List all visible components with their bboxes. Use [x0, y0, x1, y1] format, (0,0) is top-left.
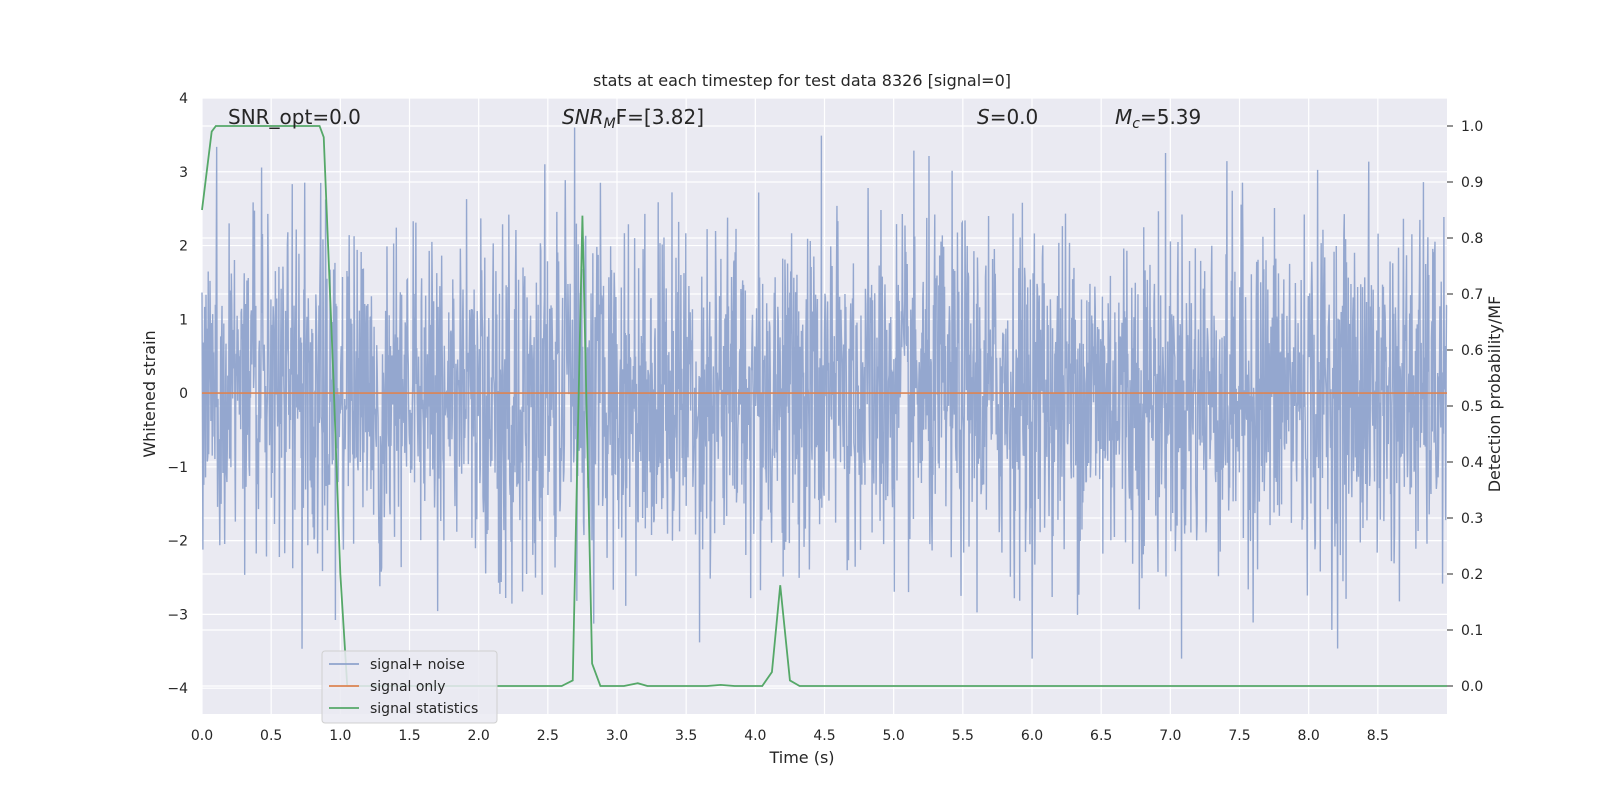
- x-tick-label: 2.5: [537, 728, 559, 744]
- x-tick-label: 7.5: [1228, 728, 1250, 744]
- s-annotation: S=0.0: [977, 105, 1038, 129]
- y-tick-label: 2: [179, 239, 188, 255]
- mc-annotation: Mc=5.39: [1115, 105, 1201, 132]
- series-signal-statistics-line: [201, 125, 1447, 687]
- legend-label-signal-only: signal only: [370, 679, 445, 695]
- mc-base: M: [1115, 105, 1132, 129]
- legend-label-signal-statistics: signal statistics: [370, 701, 478, 717]
- s-rest: =0.0: [990, 105, 1039, 129]
- x-tick-label: 0.0: [191, 728, 213, 744]
- y-right-tick-label: 0.2: [1461, 567, 1483, 583]
- x-tick-label: 3.5: [675, 728, 697, 744]
- legend-label-signal-noise: signal+ noise: [370, 657, 465, 673]
- y-right-tick-label: 0.0: [1461, 679, 1483, 695]
- x-tick-label: 4.0: [744, 728, 766, 744]
- chart-title: stats at each timestep for test data 832…: [593, 71, 1011, 90]
- x-tick-label: 1.5: [398, 728, 420, 744]
- y-right-tick-label: 0.1: [1461, 623, 1483, 639]
- y-axis-label-right: Detection probability/MF: [1485, 296, 1504, 493]
- snr-mf-annotation: SNRMF=[3.82]: [562, 105, 704, 132]
- mc-sub: c: [1132, 116, 1140, 132]
- x-tick-label: 1.0: [329, 728, 351, 744]
- y-right-tick-label: 0.4: [1461, 455, 1483, 471]
- y-tick-label: −3: [167, 607, 188, 623]
- y-tick-label: −2: [167, 534, 188, 550]
- x-tick-label: 3.0: [606, 728, 628, 744]
- snr-mf-base: SNR: [562, 105, 604, 129]
- mc-rest: =5.39: [1140, 105, 1201, 129]
- legend: signal+ noise signal only signal statist…: [321, 650, 498, 724]
- y-tick-label: 4: [179, 91, 188, 107]
- y-tick-label: 1: [179, 312, 188, 328]
- y-tick-label: −1: [167, 460, 188, 476]
- snr-opt-annotation: SNR_opt=0.0: [228, 105, 361, 129]
- x-tick-label: 6.5: [1090, 728, 1112, 744]
- x-tick-label: 0.5: [260, 728, 282, 744]
- y-right-tick-label: 0.8: [1461, 231, 1483, 247]
- series-signal-noise-line: [201, 127, 1448, 659]
- x-tick-label: 6.0: [1021, 728, 1043, 744]
- y-tick-label: −4: [167, 681, 188, 697]
- y-right-tick-label: 0.6: [1461, 343, 1483, 359]
- y-right-tick-label: 0.9: [1461, 175, 1483, 191]
- y-axis-label: Whitened strain: [140, 330, 159, 457]
- snr-mf-rest: F=[3.82]: [616, 105, 704, 129]
- x-tick-label: 8.5: [1367, 728, 1389, 744]
- x-tick-label: 5.0: [883, 728, 905, 744]
- y-right-tick-label: 1.0: [1461, 119, 1483, 135]
- y-right-tick-label: 0.3: [1461, 511, 1483, 527]
- y-tick-label: 3: [179, 165, 188, 181]
- s-base: S: [977, 105, 990, 129]
- y-right-tick-label: 0.5: [1461, 399, 1483, 415]
- x-tick-label: 4.5: [813, 728, 835, 744]
- y-right-tick-label: 0.7: [1461, 287, 1483, 303]
- x-tick-label: 7.0: [1159, 728, 1181, 744]
- x-tick-label: 5.5: [952, 728, 974, 744]
- snr-mf-sub: M: [604, 116, 616, 132]
- x-tick-label: 8.0: [1298, 728, 1320, 744]
- x-axis-label: Time (s): [768, 748, 834, 767]
- x-tick-label: 2.0: [468, 728, 490, 744]
- y-tick-label: 0: [179, 386, 188, 402]
- plot-area: 0.0 0.5 1.0 1.5 2.0 2.5 3.0 3.5 4.0 4.5 5.0 5.5 6.0 6…: [167, 91, 1483, 744]
